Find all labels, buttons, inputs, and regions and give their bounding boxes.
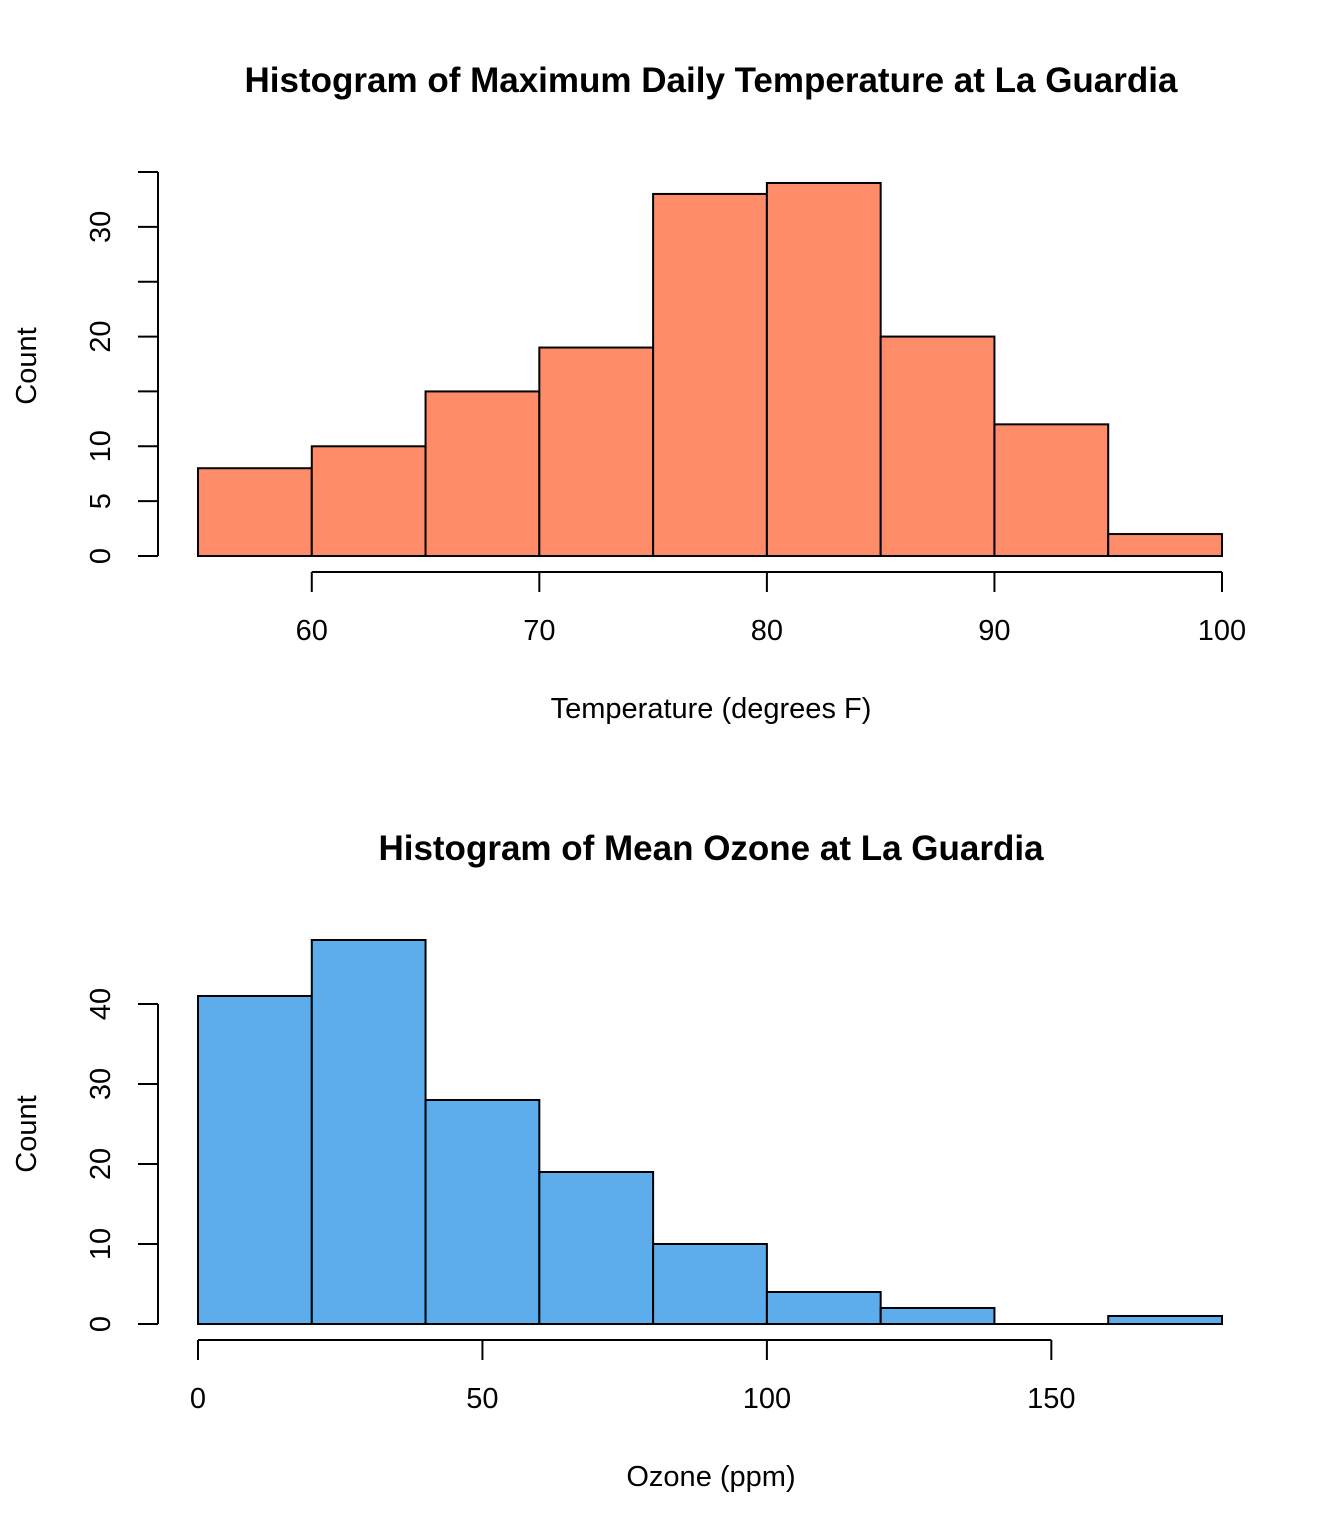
histogram-bar [197, 995, 313, 1325]
y-tick-label: 20 [85, 1148, 117, 1180]
histogram-bar [879, 1307, 996, 1325]
x-tick-label: 0 [190, 1383, 206, 1415]
x-tick-label: 60 [296, 615, 328, 647]
y-tick-label: 10 [85, 430, 117, 462]
y-tick-label: 0 [85, 1316, 117, 1332]
y-tick-label: 40 [85, 988, 117, 1020]
histogram-bar [765, 1291, 882, 1325]
temperature-x-axis-label: Temperature (degrees F) [551, 693, 872, 725]
temperature-chart-title: Histogram of Maximum Daily Temperature a… [245, 61, 1178, 100]
ozone-x-axis: 0 50 100 150 [190, 1339, 1076, 1415]
ozone-chart-title: Histogram of Mean Ozone at La Guardia [378, 829, 1044, 868]
temperature-y-axis-label: Count [11, 327, 43, 404]
y-tick-label: 5 [85, 493, 117, 509]
histogram-bar [424, 1099, 541, 1325]
histogram-bar [652, 192, 768, 557]
histogram-bar [310, 939, 427, 1325]
histogram-bar [1107, 533, 1223, 557]
histogram-bar [424, 390, 541, 557]
x-tick-label: 80 [751, 615, 783, 647]
ozone-bars [197, 939, 1223, 1325]
ozone-x-axis-label: Ozone (ppm) [626, 1461, 795, 1493]
x-tick-label: 70 [523, 615, 555, 647]
histogram-bar [538, 1171, 655, 1325]
histogram-bar [1107, 1315, 1223, 1325]
histogram-bar [993, 423, 1110, 558]
y-tick-label: 0 [85, 548, 117, 564]
x-tick-label: 50 [466, 1383, 498, 1415]
x-tick-label: 100 [743, 1383, 791, 1415]
histogram-bar [765, 181, 882, 557]
histogram-bar [538, 346, 655, 557]
y-tick-label: 30 [85, 1068, 117, 1100]
x-tick-label: 150 [1027, 1383, 1075, 1415]
y-tick-label: 10 [85, 1228, 117, 1260]
x-tick-label: 90 [978, 615, 1010, 647]
histogram-bar [652, 1243, 768, 1325]
ozone-y-axis-label: Count [11, 1095, 43, 1172]
temperature-histogram-panel: Histogram of Maximum Daily Temperature a… [11, 61, 1246, 725]
histogram-bar [310, 445, 427, 557]
temperature-x-axis: 60 70 80 90 100 [296, 571, 1246, 647]
ozone-histogram-panel: Histogram of Mean Ozone at La Guardia Oz… [11, 829, 1223, 1493]
histogram-bar [197, 467, 313, 558]
ozone-y-axis: 0 10 20 30 40 [85, 988, 159, 1332]
temperature-y-axis: 0 5 10 20 30 [85, 171, 159, 564]
y-tick-label: 20 [85, 320, 117, 352]
y-tick-label: 30 [85, 211, 117, 243]
temperature-bars [197, 181, 1223, 558]
histogram-bar [879, 335, 996, 558]
x-tick-label: 100 [1198, 615, 1246, 647]
